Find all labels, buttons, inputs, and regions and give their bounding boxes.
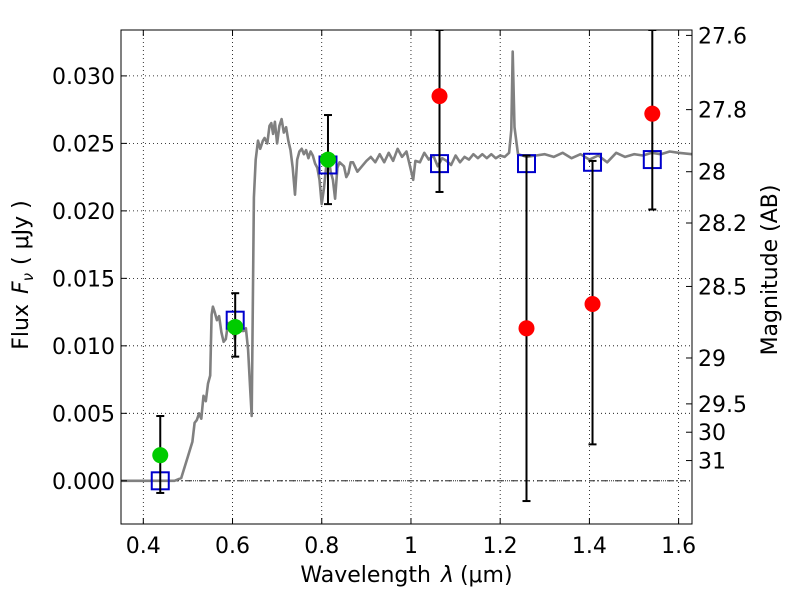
grid [121,30,692,524]
y-tick-label: 0.020 [52,200,115,225]
y2-tick-label: 28.5 [698,275,747,300]
observed-flux-point [518,320,535,337]
y2-tick-label: 29 [698,347,726,372]
x-tick-label: 1.2 [483,534,518,559]
observed-flux-point [431,88,448,105]
y2-tick-label: 30 [698,421,726,446]
x-tick-label: 0.8 [304,534,339,559]
observed-flux-point [644,105,661,122]
x-tick-label: 1 [404,534,418,559]
y-axis-label: FluxFν( μJy ) [9,200,37,349]
y2-tick-label: 31 [698,450,726,475]
axis-ticks: 0.4 0.6 0.8 1 1.2 1.4 1.6 0.000 0.005 0.010 0.015 0… [52,24,747,559]
y2-tick-label: 27.6 [698,24,747,49]
y-tick-label: 0.000 [52,470,115,495]
x-tick-label: 0.6 [215,534,250,559]
right-axis-label: Magnitude (AB) [758,185,783,356]
y2-tick-label: 29.5 [698,393,747,418]
y-tick-label: 0.025 [52,132,115,157]
y2-tick-label: 28.2 [698,212,747,237]
observed-flux-point [152,447,169,464]
observed-flux-point [319,151,336,168]
x-axis-label: Wavelength λ (μm) [300,563,512,588]
y2-tick-label: 28 [698,161,726,186]
x-tick-label: 1.6 [661,534,696,559]
y-tick-label: 0.030 [52,65,115,90]
y-tick-label: 0.005 [52,402,115,427]
y-tick-label: 0.015 [52,267,115,292]
data-series [121,30,692,503]
x-tick-label: 1.4 [572,534,607,559]
plot-frame [120,29,693,525]
observed-flux-point [584,295,601,312]
x-tick-label: 0.4 [126,534,161,559]
observed-flux-point [227,318,244,335]
y2-tick-label: 27.8 [698,99,747,124]
model-spectrum-line [121,50,692,483]
y-tick-label: 0.010 [52,335,115,360]
